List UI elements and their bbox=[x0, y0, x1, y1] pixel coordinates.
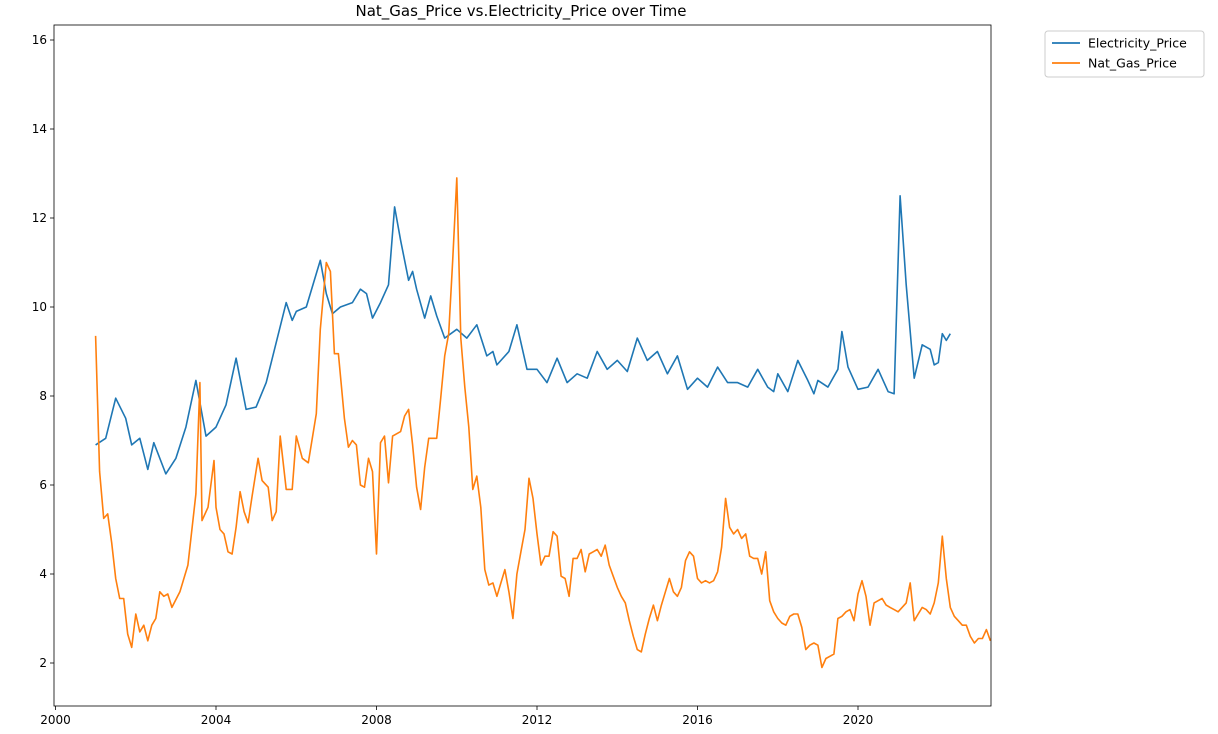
chart-title: Nat_Gas_Price vs.Electricity_Price over … bbox=[355, 2, 686, 21]
y-tick-label: 4 bbox=[39, 567, 47, 581]
legend: Electricity_Price Nat_Gas_Price bbox=[1044, 30, 1205, 78]
plot-area: 2000 2004 2008 2012 2016 2020 2 4 6 8 10 12 14 16 bbox=[32, 24, 992, 727]
y-tick-label: 10 bbox=[32, 300, 47, 314]
y-tick-label: 14 bbox=[32, 122, 47, 136]
y-tick-label: 2 bbox=[39, 656, 47, 670]
legend-label-nat-gas-price: Nat_Gas_Price bbox=[1088, 56, 1177, 71]
y-tick-label: 6 bbox=[39, 478, 47, 492]
series-line-nat-gas-price bbox=[94, 177, 991, 669]
x-tick-label: 2016 bbox=[682, 713, 713, 727]
x-tick-label: 2000 bbox=[40, 713, 71, 727]
x-tick-label: 2012 bbox=[522, 713, 553, 727]
y-tick-label: 8 bbox=[39, 389, 47, 403]
plot-frame bbox=[53, 24, 992, 707]
legend-box bbox=[1044, 30, 1205, 78]
x-tick-label: 2008 bbox=[361, 713, 392, 727]
x-tick-label: 2020 bbox=[843, 713, 874, 727]
series-line-electricity-price bbox=[95, 195, 951, 475]
x-tick-label: 2004 bbox=[201, 713, 232, 727]
y-tick-label: 16 bbox=[32, 33, 47, 47]
y-tick-label: 12 bbox=[32, 211, 47, 225]
legend-label-electricity-price: Electricity_Price bbox=[1088, 36, 1187, 51]
